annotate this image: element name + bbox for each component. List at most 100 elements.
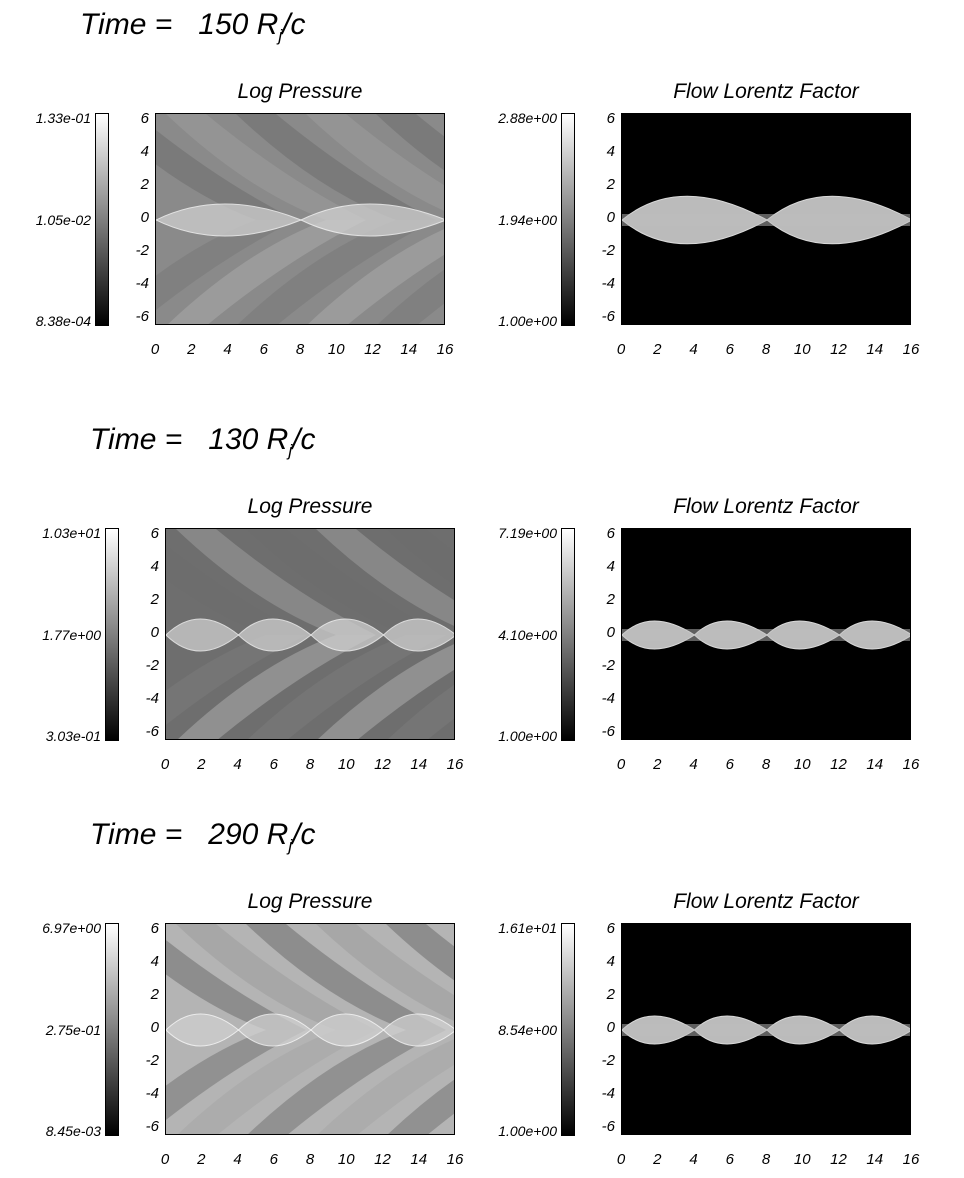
x-tick-label: 8 <box>761 756 771 773</box>
y-tick-label: -4 <box>601 1085 615 1102</box>
y-tick-label: 6 <box>606 110 615 127</box>
y-tick-label: -6 <box>601 308 615 325</box>
shock-band <box>388 684 454 739</box>
x-tick-label: 4 <box>689 341 698 358</box>
y-tick-label: 0 <box>606 624 615 641</box>
y-tick-label: -6 <box>601 723 615 740</box>
shock-band <box>316 529 454 626</box>
panel-title: Log Pressure <box>247 495 373 518</box>
y-tick-label: -6 <box>601 1118 615 1135</box>
jet-core <box>622 629 910 641</box>
x-tick-label: 0 <box>160 756 170 773</box>
x-tick-label: 12 <box>374 1151 391 1168</box>
x-tick-label: 8 <box>295 341 305 358</box>
time-subscript: j <box>278 26 283 45</box>
x-tick-label: 6 <box>725 756 734 773</box>
x-tick-label: 12 <box>374 756 391 773</box>
colorbar <box>105 528 119 741</box>
shock-band <box>178 1030 376 1134</box>
heatmap-field <box>156 114 444 324</box>
heatmap-field <box>622 620 910 650</box>
y-tick-label: -2 <box>145 657 159 674</box>
y-tick-label: 2 <box>150 591 159 608</box>
x-tick-label: 16 <box>902 1151 920 1168</box>
jet-lobe <box>156 203 303 237</box>
shock-band <box>376 114 444 171</box>
y-tick-label: -6 <box>135 308 149 325</box>
x-tick-label: 0 <box>616 756 626 773</box>
heatmap-plot <box>155 113 445 325</box>
colorbar-label: 1.00e+00 <box>498 728 557 744</box>
y-tick-label: 6 <box>606 525 615 542</box>
shock-band <box>156 130 296 220</box>
shock-band <box>168 220 366 324</box>
x-tick-label: 2 <box>197 1151 206 1168</box>
x-tick-label: 8 <box>761 1151 771 1168</box>
colorbar-label: 8.45e-03 <box>45 1123 101 1139</box>
y-tick-label: -4 <box>601 275 615 292</box>
time-value: 150 R <box>198 8 279 41</box>
time-label: Time = 150 Rj/c <box>80 8 305 46</box>
heatmap-plot <box>621 923 911 1135</box>
colorbar-label: 8.38e-04 <box>35 313 91 329</box>
y-tick-label: 6 <box>140 110 149 127</box>
x-tick-label: 14 <box>400 341 418 358</box>
shock-band <box>246 529 446 635</box>
y-tick-label: 2 <box>606 176 615 193</box>
panel-title: Log Pressure <box>237 80 363 103</box>
x-tick-label: 16 <box>436 341 454 358</box>
x-tick-label: 6 <box>269 756 278 773</box>
panel-title: Flow Lorentz Factor <box>673 890 859 913</box>
x-tick-label: 4 <box>689 756 698 773</box>
shock-band <box>248 635 446 739</box>
shock-band <box>318 1039 454 1134</box>
jet-lobe <box>382 1013 454 1047</box>
heatmap-plot <box>621 528 911 740</box>
colorbar-label: 1.77e+00 <box>42 626 101 643</box>
y-tick-label: 4 <box>606 953 615 970</box>
shock-band <box>166 1030 306 1120</box>
jet-lobe <box>382 618 454 652</box>
x-tick-label: 6 <box>269 1151 278 1168</box>
colorbar-label: 2.75e-01 <box>45 1021 101 1038</box>
y-tick-label: 2 <box>140 176 149 193</box>
colorbar <box>105 923 119 1136</box>
shock-band <box>166 114 366 220</box>
x-tick-label: 2 <box>653 756 662 773</box>
y-tick-label: -2 <box>601 242 615 259</box>
x-tick-label: 16 <box>446 756 464 773</box>
heatmap-plot <box>621 113 911 325</box>
y-tick-label: 0 <box>150 624 159 641</box>
y-tick-label: 6 <box>150 525 159 542</box>
colorbar <box>561 528 575 741</box>
x-tick-label: 10 <box>327 341 345 358</box>
jet-core <box>622 214 910 226</box>
colorbar <box>95 113 109 326</box>
y-tick-label: -4 <box>601 690 615 707</box>
shock-band <box>176 529 376 635</box>
time-suffix: /c <box>292 423 316 456</box>
x-tick-label: 10 <box>337 756 355 773</box>
x-tick-label: 14 <box>410 1151 428 1168</box>
x-tick-label: 16 <box>902 756 920 773</box>
y-tick-label: 0 <box>140 209 149 226</box>
y-tick-label: 2 <box>606 591 615 608</box>
jet-lobe <box>299 203 444 237</box>
colorbar <box>561 923 575 1136</box>
colorbar-label: 8.54e+00 <box>498 1021 557 1038</box>
x-tick-label: 8 <box>305 756 315 773</box>
colorbar <box>561 113 575 326</box>
time-suffix: /c <box>292 818 316 851</box>
x-tick-label: 16 <box>902 341 920 358</box>
y-tick-label: -2 <box>601 657 615 674</box>
colorbar-label: 7.19e+00 <box>498 525 557 541</box>
x-tick-label: 14 <box>410 756 428 773</box>
heatmap-field <box>166 924 454 1134</box>
x-tick-label: 6 <box>259 341 268 358</box>
colorbar-label: 1.00e+00 <box>498 1123 557 1139</box>
time-prefix: Time = <box>80 8 173 41</box>
x-tick-label: 2 <box>187 341 196 358</box>
y-tick-label: -6 <box>145 1118 159 1135</box>
x-tick-label: 4 <box>233 756 242 773</box>
